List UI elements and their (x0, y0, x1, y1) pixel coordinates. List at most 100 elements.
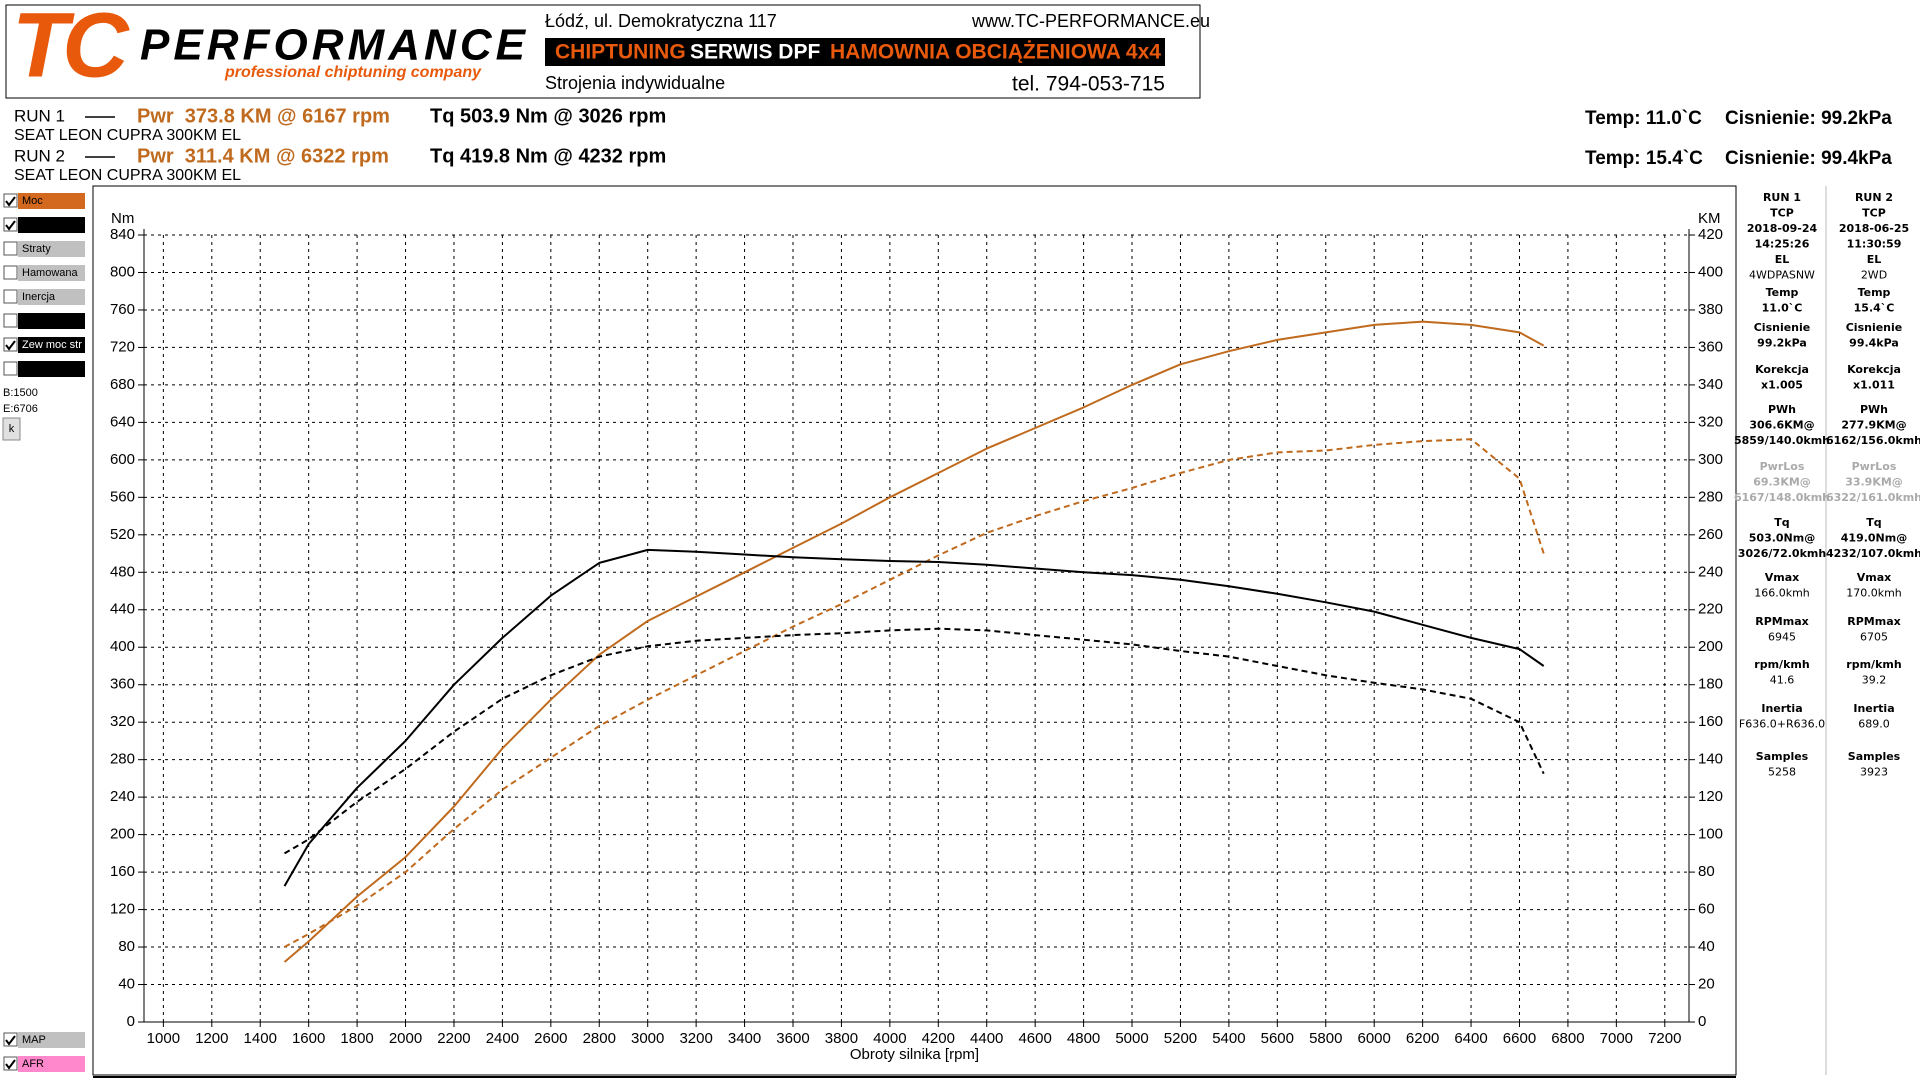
checkmark (5, 1059, 16, 1070)
y2-tick-label: 140 (1698, 751, 1723, 768)
checkmark (5, 340, 16, 351)
y-tick-label: 720 (110, 338, 135, 355)
checkbox[interactable] (3, 361, 18, 376)
info-text: 69.3KM@ (1753, 476, 1811, 489)
x-tick-label: 1400 (244, 1030, 277, 1047)
x-tick-label: 3000 (631, 1030, 664, 1047)
checkbox[interactable] (3, 217, 18, 232)
checkbox[interactable] (3, 337, 18, 352)
info-text: rpm/kmh (1754, 658, 1809, 671)
info-text: 6167/148.0kmh (1734, 491, 1830, 504)
run-temp: Temp: 11.0`C (1585, 108, 1702, 129)
info-text: Tq (1774, 516, 1789, 529)
address: Łódź, ul. Demokratyczna 117 (545, 11, 777, 31)
info-text: PWh (1860, 403, 1888, 416)
run-pressure: Cisnienie: 99.2kPa (1725, 108, 1892, 129)
info-text: 6705 (1860, 631, 1888, 644)
info-text: 689.0 (1858, 718, 1890, 731)
y-tick-label: 80 (118, 938, 135, 955)
y-tick-label: 640 (110, 413, 135, 430)
x-tick-label: 2000 (389, 1030, 422, 1047)
y-tick-label: 120 (110, 901, 135, 918)
toggle-label: Straty (22, 243, 51, 255)
y2-tick-label: 320 (1698, 413, 1723, 430)
y-tick-label: 320 (110, 713, 135, 730)
checkbox[interactable] (3, 1032, 18, 1047)
x-tick-label: 5200 (1164, 1030, 1197, 1047)
run-torque: Tq 503.9 Nm @ 3026 rpm (430, 105, 666, 127)
info-text: 5258 (1768, 766, 1796, 779)
y2-tick-label: 360 (1698, 338, 1723, 355)
toggle-swatch[interactable] (18, 1056, 85, 1072)
info-text: 15.4`C (1854, 302, 1895, 315)
info-text: Temp (1858, 286, 1891, 299)
info-text: 4WDPASNW (1749, 269, 1815, 282)
info-text: x1.005 (1761, 379, 1803, 392)
checkbox[interactable] (3, 313, 18, 328)
info-text: 2018-09-24 (1747, 222, 1818, 235)
run-temp: Temp: 15.4`C (1585, 148, 1703, 169)
button-label: k (9, 423, 15, 435)
info-text: Korekcja (1755, 363, 1809, 376)
info-text: Korekcja (1847, 363, 1901, 376)
button[interactable] (2, 417, 21, 441)
x-tick-label: 6200 (1406, 1030, 1439, 1047)
info-text: F636.0+R636.0 (1739, 718, 1825, 731)
toggle-swatch[interactable] (18, 289, 85, 305)
info-text: EL (1775, 253, 1790, 266)
y-tick-label: 800 (110, 263, 135, 280)
toggle-swatch[interactable] (18, 361, 85, 377)
info-text: 3026/72.0kmh (1738, 547, 1826, 560)
toggle-swatch[interactable] (18, 217, 85, 233)
y-axis-label: Nm (111, 210, 134, 227)
y2-tick-label: 280 (1698, 488, 1723, 505)
info-text: 39.2 (1862, 674, 1887, 687)
banner-text: SERWIS DPF (690, 41, 820, 64)
checkbox[interactable] (3, 193, 18, 208)
toggle-swatch[interactable] (18, 241, 85, 257)
y2-tick-label: 180 (1698, 676, 1723, 693)
checkbox[interactable] (3, 241, 18, 256)
y-tick-label: 480 (110, 563, 135, 580)
logo-tc: TC (12, 0, 130, 96)
series-line (283, 320, 1545, 963)
info-text: PwrLos (1760, 460, 1805, 473)
toggle-swatch[interactable] (18, 337, 85, 353)
y-tick-label: 360 (110, 676, 135, 693)
y2-axis-label: KM (1698, 210, 1721, 227)
checkbox[interactable] (3, 1056, 18, 1071)
info-text: 503.0Nm@ (1749, 532, 1815, 545)
y2-tick-label: 20 (1698, 975, 1715, 992)
info-text: 3923 (1860, 766, 1888, 779)
toggle-swatch[interactable] (18, 193, 85, 209)
y2-tick-label: 200 (1698, 638, 1723, 655)
phone: tel. 794-053-715 (1012, 73, 1165, 96)
checkbox[interactable] (3, 289, 18, 304)
x-tick-label: 6400 (1454, 1030, 1487, 1047)
info-text: Vmax (1857, 571, 1892, 584)
banner-text: CHIPTUNING (555, 41, 686, 64)
y2-tick-label: 160 (1698, 713, 1723, 730)
x-tick-label: 3400 (728, 1030, 761, 1047)
info-text: 6162/156.0kmh (1826, 434, 1920, 447)
run-car: SEAT LEON CUPRA 300KM EL (14, 127, 241, 144)
x-tick-label: 5800 (1309, 1030, 1342, 1047)
info-text: RUN 2 (1855, 191, 1893, 204)
y-tick-label: 520 (110, 526, 135, 543)
x-tick-label: 7200 (1648, 1030, 1681, 1047)
toggle-swatch[interactable] (18, 1032, 85, 1048)
y2-tick-label: 220 (1698, 601, 1723, 618)
toggle-swatch[interactable] (18, 265, 85, 281)
x-tick-label: 2600 (534, 1030, 567, 1047)
y2-tick-label: 120 (1698, 788, 1723, 805)
y-tick-label: 600 (110, 451, 135, 468)
y2-tick-label: 60 (1698, 901, 1715, 918)
toggle-swatch[interactable] (18, 313, 85, 329)
logo-performance: PERFORMANCE (140, 21, 527, 70)
x-tick-label: 2200 (437, 1030, 470, 1047)
y-tick-label: 680 (110, 376, 135, 393)
checkmark (5, 1035, 16, 1046)
checkbox[interactable] (3, 265, 18, 280)
info-text: 6945 (1768, 631, 1796, 644)
